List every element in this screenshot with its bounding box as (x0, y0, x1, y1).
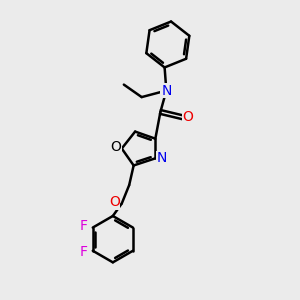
Text: N: N (161, 84, 172, 98)
Text: N: N (157, 151, 167, 165)
Text: O: O (183, 110, 194, 124)
Text: O: O (110, 140, 121, 154)
Text: O: O (109, 195, 120, 209)
Text: F: F (79, 219, 87, 233)
Text: F: F (79, 245, 87, 259)
